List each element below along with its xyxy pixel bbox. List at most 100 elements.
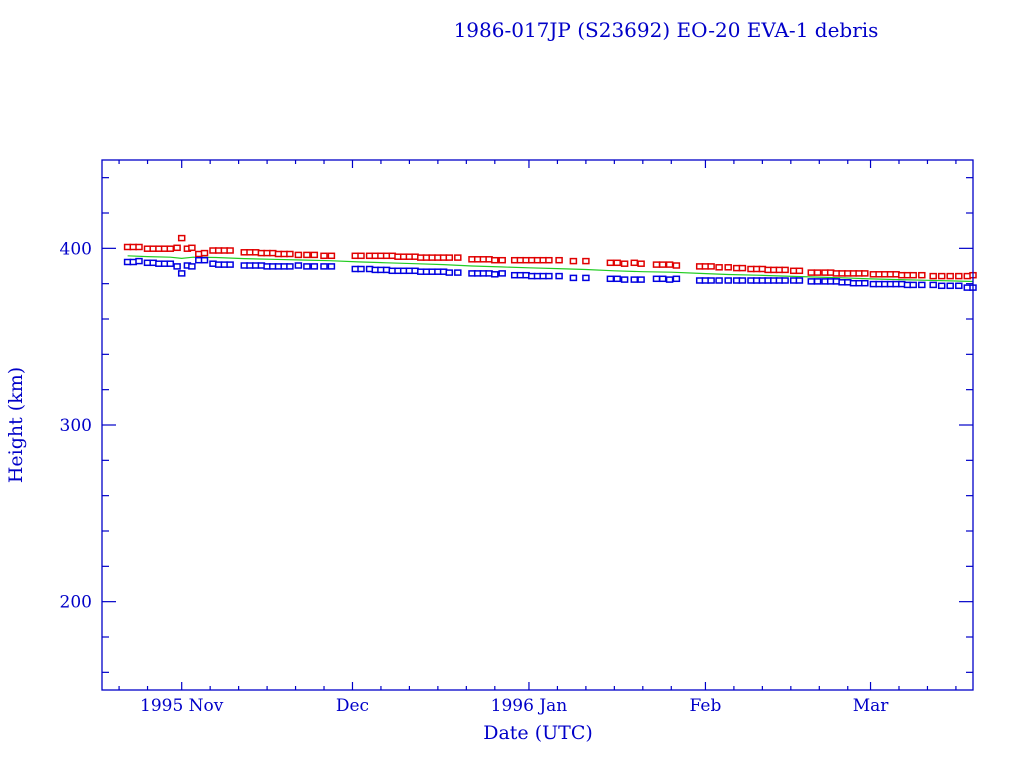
apogee-point: [498, 256, 506, 264]
apogee-point: [652, 261, 661, 268]
perigee-point: [545, 272, 553, 280]
apogee-point: [613, 259, 621, 267]
apogee-point: [166, 245, 175, 252]
apogee-point: [173, 244, 181, 252]
apogee-point: [188, 244, 196, 252]
apogee-point: [320, 252, 328, 260]
perigee-point: [929, 281, 937, 289]
apogee-point: [454, 254, 462, 261]
perigee-point: [795, 277, 804, 284]
perigee-point: [658, 275, 667, 283]
perigee-point: [454, 269, 462, 276]
apogee-point: [781, 266, 789, 274]
perigee-point: [445, 269, 454, 276]
perigee-point: [861, 279, 869, 287]
apogee-point: [707, 263, 715, 270]
apogee-point: [445, 254, 454, 261]
y-tick-label: 400: [60, 239, 92, 259]
apogee-point: [569, 257, 578, 265]
apogee-point: [310, 251, 319, 259]
perigee-point: [320, 263, 328, 270]
apogee-point: [555, 256, 563, 264]
apogee-point: [672, 262, 681, 269]
apogee-point: [807, 269, 816, 276]
apogee-point: [813, 269, 822, 276]
perigee-point: [672, 275, 681, 283]
perigee-point: [813, 278, 822, 285]
perigee-point: [937, 282, 946, 290]
apogee-point: [606, 259, 615, 267]
perigee-point: [498, 270, 506, 277]
apogee-point: [357, 252, 365, 260]
apogee-series: [123, 234, 977, 280]
perigee-point: [946, 282, 954, 290]
perigee-point: [652, 275, 661, 283]
apogee-point: [937, 272, 946, 280]
perigee-point: [226, 261, 234, 268]
perigee-point: [724, 277, 732, 284]
y-axis-label: Height (km): [5, 367, 27, 483]
apogee-point: [724, 264, 732, 271]
perigee-series: [123, 256, 977, 291]
tick-labels: 200 300 400 1995 Nov Dec 1996 Jan Feb Mar: [60, 239, 890, 716]
axis-ticks: [102, 160, 973, 690]
apogee-point: [582, 257, 590, 265]
perigee-point: [606, 275, 615, 283]
mean-height-series: [127, 255, 974, 283]
perigee-point: [582, 274, 590, 282]
apogee-point: [303, 251, 311, 259]
apogee-point: [909, 271, 917, 279]
apogee-point: [286, 250, 294, 258]
x-tick-label: 1995 Nov: [140, 696, 224, 716]
apogee-point: [861, 270, 869, 277]
perigee-point: [620, 276, 629, 283]
apogee-point: [946, 272, 954, 280]
apogee-point: [226, 247, 234, 254]
x-tick-label: 1996 Jan: [491, 696, 568, 716]
apogee-point: [637, 260, 645, 267]
apogee-point: [177, 234, 186, 242]
perigee-point: [286, 263, 294, 270]
x-tick-label: Feb: [690, 696, 722, 716]
apogee-point: [795, 267, 804, 275]
perigee-point: [303, 263, 311, 270]
perigee-point: [630, 276, 639, 283]
apogee-point: [630, 259, 639, 267]
perigee-point: [781, 277, 789, 284]
perigee-point: [807, 278, 816, 285]
apogee-point: [955, 272, 963, 280]
perigee-point: [166, 260, 175, 267]
perigee-point: [637, 276, 645, 283]
apogee-point: [918, 271, 926, 279]
plot-frame: [101, 159, 974, 691]
perigee-point: [173, 263, 181, 270]
perigee-point: [665, 276, 674, 283]
apogee-point: [715, 264, 723, 271]
perigee-point: [569, 274, 578, 282]
perigee-point: [200, 256, 209, 264]
perigee-point: [135, 257, 143, 265]
perigee-point: [327, 263, 336, 270]
perigee-point: [357, 265, 365, 273]
perigee-point: [738, 277, 747, 284]
apogee-point: [620, 260, 629, 267]
perigee-point: [177, 270, 186, 277]
perigee-point: [310, 263, 319, 270]
apogee-point: [135, 243, 143, 251]
mean-height-line: [127, 255, 974, 283]
apogee-point: [929, 272, 937, 280]
perigee-point: [555, 272, 563, 280]
x-tick-label: Mar: [853, 696, 890, 716]
apogee-point: [658, 261, 667, 268]
apogee-point: [491, 256, 499, 264]
perigee-point: [715, 277, 723, 284]
apogee-point: [738, 264, 747, 272]
y-tick-label: 200: [60, 593, 92, 613]
perigee-point: [918, 281, 926, 289]
apogee-point: [327, 252, 336, 260]
perigee-point: [491, 271, 499, 278]
apogee-point: [665, 261, 674, 268]
perigee-point: [955, 282, 963, 290]
y-tick-label: 300: [60, 416, 92, 436]
